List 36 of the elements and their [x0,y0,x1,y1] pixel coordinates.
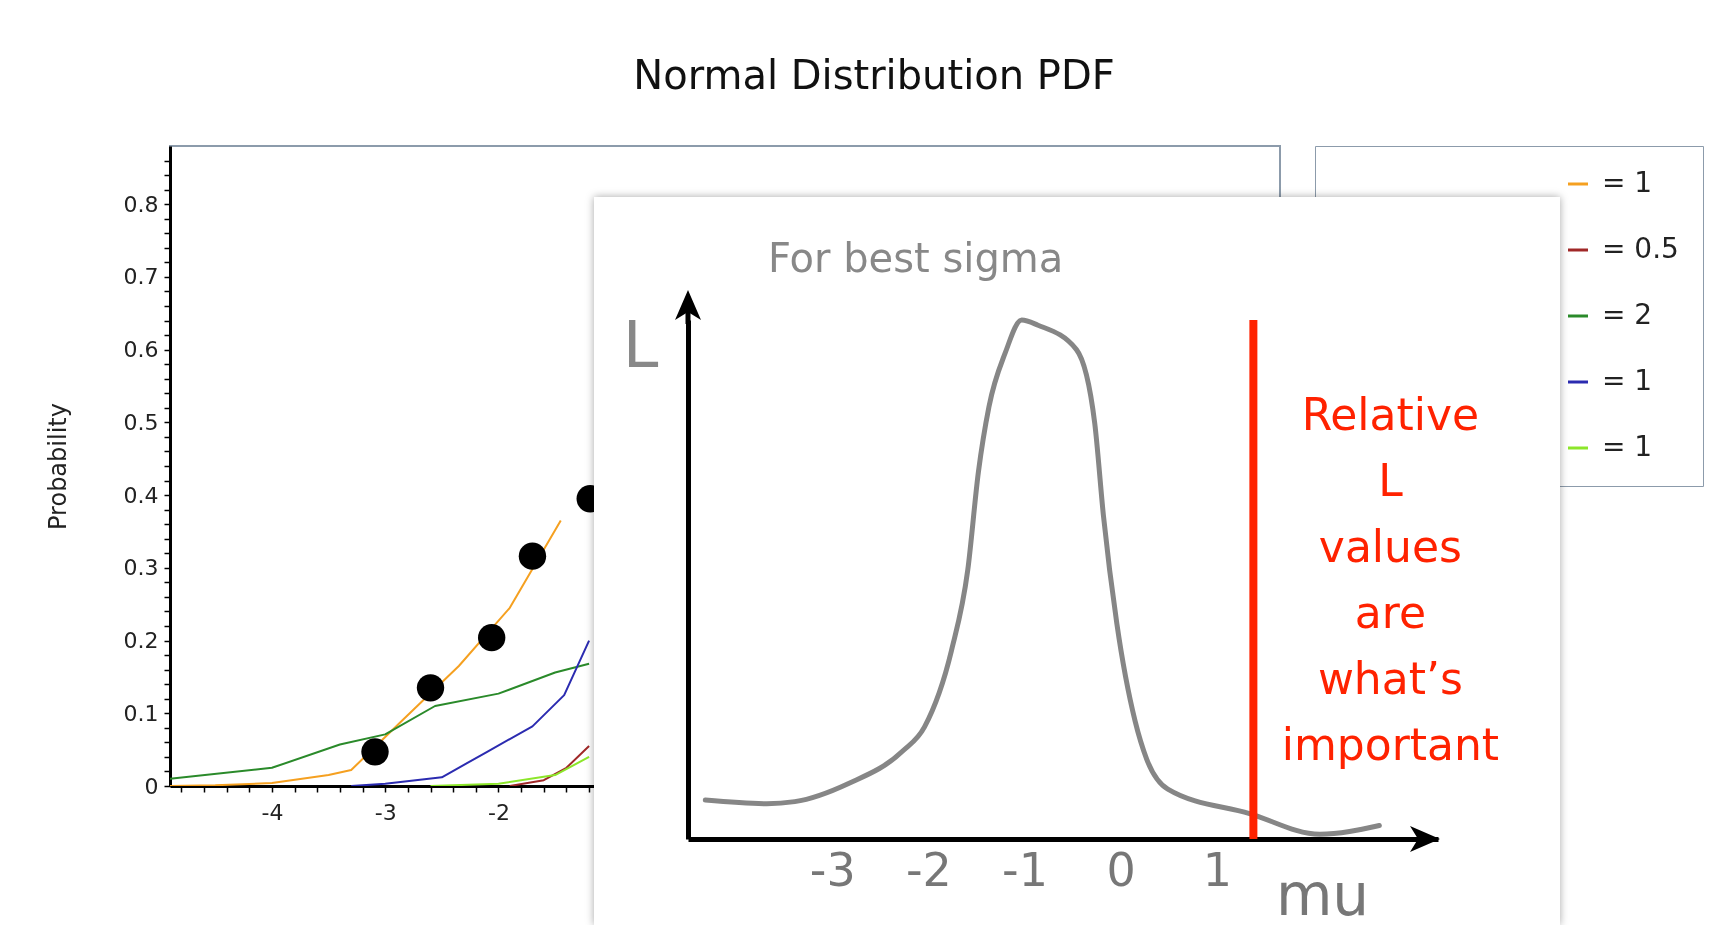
y-tick-label: 0.8 [123,191,159,217]
y-tick-label: 0.4 [123,482,159,508]
y-tick-label: 0 [144,773,159,799]
legend-label: = 1 [1602,430,1653,463]
line-series [350,639,591,786]
y-tick-label: 0.5 [123,409,159,435]
legend-label: = 2 [1602,298,1653,331]
line-series [170,662,591,780]
x-tick-label: -3 [809,842,856,897]
chart-title: Normal Distribution PDF [633,51,1115,98]
legend-label: = 1 [1602,166,1653,199]
y-tick-label: 0.2 [123,628,159,654]
legend-label: = 0.5 [1602,232,1679,265]
x-tick-label: 1 [1202,842,1232,897]
legend-label: = 1 [1602,364,1653,397]
y-axis-title: Probability [43,403,72,530]
chart-title: For best sigma [768,235,1064,281]
point [416,674,445,702]
x-tick-label: -1 [1002,842,1048,897]
y-tick-label: 0.7 [123,264,159,290]
point [518,542,547,570]
point [361,738,389,766]
x-axis-title: mu [1275,860,1370,925]
y-axis-title: L [622,307,659,382]
line-series [429,755,591,786]
x-tick-label: -2 [488,799,510,825]
y-tick-label: 0.1 [123,700,159,726]
x-tick-label: -3 [374,799,397,825]
y-tick-label: 0.3 [123,555,159,581]
x-tick-label: -4 [261,799,284,825]
x-tick-label: -2 [905,842,952,897]
y-tick-label: 0.6 [123,337,159,363]
ref-line-label: Relative L values are what’s important [1281,389,1500,770]
line-series [508,745,591,786]
x-tick-label: 0 [1106,842,1136,897]
point [477,623,506,652]
